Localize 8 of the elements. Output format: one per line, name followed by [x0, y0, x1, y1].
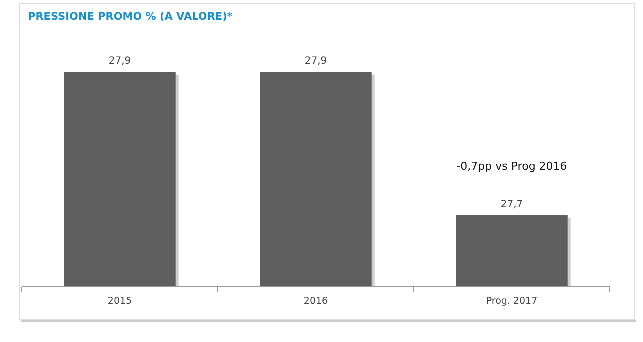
data-label: 27,9	[304, 56, 328, 67]
annotation: -0,7pp vs Prog 2016	[456, 160, 568, 173]
x-tick-label: Prog. 2017	[486, 296, 538, 307]
x-tick-label: 2015	[108, 296, 132, 307]
x-tick-label: 2016	[304, 296, 328, 307]
data-label: 27,7	[500, 199, 524, 210]
chart-title: PRESSIONE PROMO % (A VALORE)*	[28, 11, 234, 23]
data-label: 27,9	[108, 56, 132, 67]
